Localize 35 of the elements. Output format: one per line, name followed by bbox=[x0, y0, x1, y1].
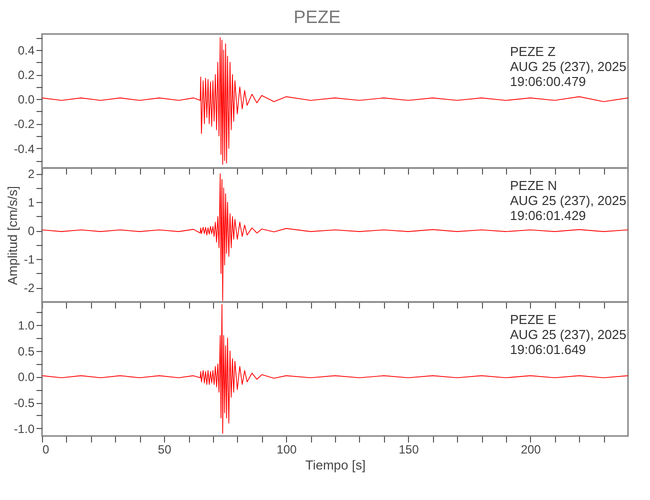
y-tick-label: -0.2 bbox=[14, 117, 35, 132]
y-tick-label: -2 bbox=[24, 281, 35, 296]
line-series bbox=[42, 173, 628, 301]
y-tick-label: 2 bbox=[28, 167, 35, 182]
annotation: 19:06:00.479 bbox=[510, 74, 586, 89]
annotation: PEZE Z bbox=[510, 44, 556, 59]
y-tick-label: 0 bbox=[28, 224, 35, 238]
annotation: 19:06:01.649 bbox=[510, 342, 586, 357]
x-axis-title: Tiempo [s] bbox=[305, 458, 366, 472]
annotation: PEZE N bbox=[510, 178, 557, 193]
y-tick-label: 0.4 bbox=[18, 43, 35, 58]
annotation: 19:06:01.429 bbox=[510, 208, 586, 223]
x-tick-label: 50 bbox=[158, 442, 172, 456]
annotation: PEZE E bbox=[510, 312, 557, 327]
line-series bbox=[42, 304, 628, 434]
x-tick-label: 100 bbox=[276, 442, 297, 456]
y-tick-label: 0.5 bbox=[18, 344, 35, 358]
y-tick-label: 0.0 bbox=[18, 92, 35, 107]
y-tick-label: 1 bbox=[28, 196, 35, 210]
y-tick-label: -1 bbox=[24, 252, 35, 267]
y-tick-label: -0.4 bbox=[14, 142, 35, 156]
x-tick-label: 0 bbox=[42, 442, 50, 456]
y-axis-title: Amplitud [cm/s/s] bbox=[4, 186, 20, 285]
annotation: AUG 25 (237), 2025 bbox=[510, 327, 626, 342]
annotation: AUG 25 (237), 2025 bbox=[510, 193, 626, 208]
y-tick-label: 1.0 bbox=[18, 318, 35, 333]
y-tick-label: -0.5 bbox=[14, 396, 35, 410]
y-tick-label: -1.0 bbox=[14, 422, 35, 436]
x-tick-label: 150 bbox=[398, 442, 420, 456]
x-tick-label: 200 bbox=[520, 442, 542, 456]
chart-title: PEZE bbox=[294, 6, 341, 27]
line-series bbox=[42, 37, 628, 165]
y-tick-label: 0.2 bbox=[18, 68, 35, 82]
y-tick-label: 0.0 bbox=[18, 370, 35, 384]
annotation: AUG 25 (237), 2025 bbox=[510, 59, 626, 74]
